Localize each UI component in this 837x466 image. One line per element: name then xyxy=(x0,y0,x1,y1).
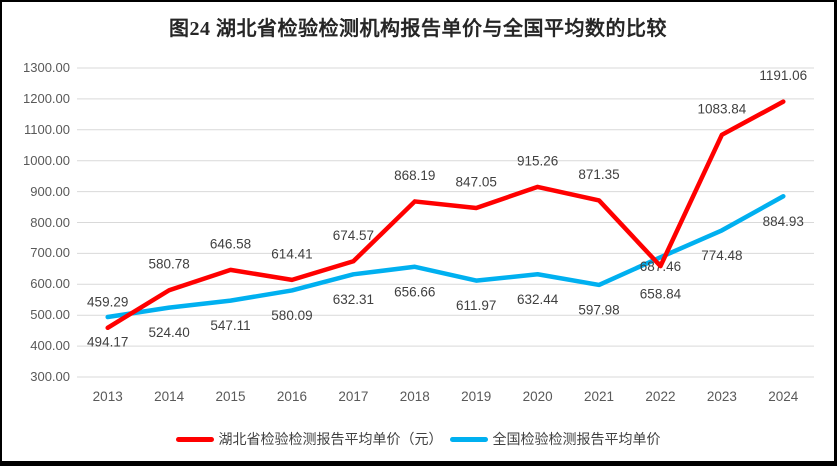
data-label: 1083.84 xyxy=(697,101,746,116)
x-axis-label: 2021 xyxy=(584,389,615,404)
x-axis-label: 2014 xyxy=(154,389,185,404)
x-axis-label: 2020 xyxy=(522,389,553,404)
x-axis-label: 2013 xyxy=(92,389,123,404)
x-axis-label: 2023 xyxy=(706,389,737,404)
y-axis-label: 1100.00 xyxy=(23,121,70,137)
data-label: 871.35 xyxy=(578,167,619,182)
x-axis-label: 2024 xyxy=(768,389,799,404)
y-axis-label: 500.00 xyxy=(30,307,70,323)
chart-title: 图24 湖北省检验检测机构报告单价与全国平均数的比较 xyxy=(169,18,667,40)
x-axis-label: 2016 xyxy=(276,389,307,404)
legend-label-national: 全国检验检测报告平均单价 xyxy=(492,431,661,447)
national-line-swatch xyxy=(449,436,488,442)
data-label: 656.66 xyxy=(394,284,435,299)
data-label: 614.41 xyxy=(271,246,312,261)
data-label: 524.40 xyxy=(148,325,189,340)
data-label: 674.57 xyxy=(333,228,374,243)
series-line-1 xyxy=(105,194,786,320)
legend-item-national: 全国检验检测报告平均单价 xyxy=(449,429,661,449)
y-axis-label: 600.00 xyxy=(30,276,70,292)
data-label: 884.93 xyxy=(763,214,804,229)
data-label: 658.84 xyxy=(640,287,682,302)
y-axis-label: 300.00 xyxy=(30,369,70,384)
chart-canvas: 494.17 524.40 547.11 580.09 632.31 656.66 611.… xyxy=(77,67,814,378)
y-axis-label: 1200.00 xyxy=(23,90,70,106)
data-label: 459.29 xyxy=(87,294,128,309)
data-label: 868.19 xyxy=(394,168,435,183)
data-label: 1191.06 xyxy=(759,68,807,83)
data-label: 646.58 xyxy=(210,236,251,251)
x-axis-label: 2018 xyxy=(399,389,430,404)
data-label: 915.26 xyxy=(517,153,558,168)
data-label: 597.98 xyxy=(578,302,619,317)
y-axis-label: 1300.00 xyxy=(23,60,70,75)
data-label: 632.31 xyxy=(333,292,374,307)
data-label: 611.97 xyxy=(456,298,496,313)
x-axis-label: 2015 xyxy=(215,389,246,404)
y-axis-label: 800.00 xyxy=(30,214,70,230)
data-label: 547.11 xyxy=(210,318,250,333)
data-label: 580.09 xyxy=(271,308,312,323)
legend-item-hubei: 湖北省检验检测报告平均单价（元） xyxy=(175,429,443,449)
legend: 湖北省检验检测报告平均单价（元） 全国检验检测报告平均单价 xyxy=(2,429,834,449)
data-label: 632.44 xyxy=(517,292,559,307)
series-line-0 xyxy=(105,99,786,331)
data-label: 847.05 xyxy=(456,174,497,189)
x-axis-label: 2022 xyxy=(645,389,676,404)
data-label: 494.17 xyxy=(87,335,128,350)
y-axis-label: 700.00 xyxy=(30,245,70,261)
data-label: 580.78 xyxy=(148,257,189,272)
legend-label-hubei: 湖北省检验检测报告平均单价（元） xyxy=(218,431,443,447)
y-axis-label: 900.00 xyxy=(30,183,70,199)
y-axis-label: 400.00 xyxy=(30,338,70,354)
y-axis-label: 1000.00 xyxy=(23,152,70,168)
x-axis-label: 2017 xyxy=(338,389,369,404)
data-label: 774.48 xyxy=(701,248,742,263)
hubei-line-swatch xyxy=(175,436,214,442)
x-axis-label: 2019 xyxy=(461,389,492,404)
